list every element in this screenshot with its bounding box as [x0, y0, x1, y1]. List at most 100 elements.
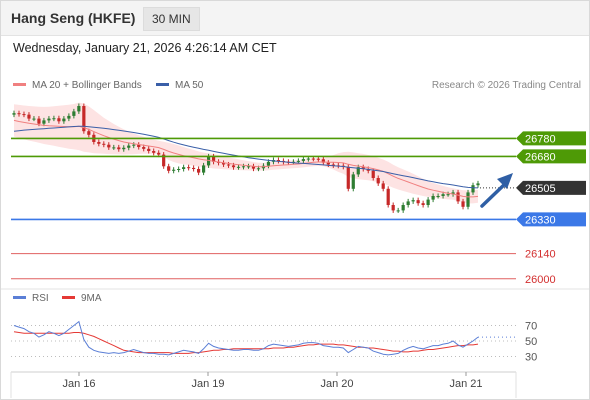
candle-body	[401, 205, 405, 211]
legend-ma50: MA 50	[156, 80, 203, 91]
candle-body	[386, 188, 390, 205]
candle-body	[326, 162, 330, 165]
x-tick-label: Jan 16	[62, 378, 95, 390]
candle-body	[177, 169, 181, 170]
candle-body	[32, 118, 36, 120]
candle-body	[117, 147, 121, 150]
candles-group	[12, 103, 480, 213]
candle-body	[426, 199, 430, 205]
candle-body	[87, 131, 91, 135]
header-bar	[1, 1, 589, 36]
target-label: 26000	[525, 274, 556, 286]
candle-body	[361, 167, 365, 169]
candle-body	[107, 144, 111, 148]
candle-body	[147, 148, 151, 151]
candle-body	[172, 169, 176, 171]
candle-body	[157, 152, 161, 155]
copyright-text: Research © 2026 Trading Central	[431, 80, 581, 91]
candle-body	[57, 118, 61, 122]
candle-body	[296, 160, 300, 162]
candle-body	[471, 185, 475, 193]
ma20-line	[13, 119, 479, 198]
resistance-label: 26680	[525, 151, 556, 163]
x-tick-label: Jan 21	[449, 378, 482, 390]
candle-body	[97, 142, 101, 144]
candle-body	[201, 165, 206, 173]
candle-body	[371, 170, 375, 178]
candle-body	[276, 160, 281, 161]
instrument-title: Hang Seng (HKFE)	[11, 10, 136, 26]
candle-body	[187, 167, 191, 169]
candle-body	[142, 147, 146, 149]
timestamp: Wednesday, January 21, 2026 4:26:14 AM C…	[13, 41, 277, 55]
last-price-label: 26505	[525, 183, 556, 195]
candle-body	[82, 106, 86, 132]
candle-body	[226, 164, 231, 166]
candle-body	[22, 114, 26, 116]
candle-body	[466, 192, 470, 207]
support-label: 26330	[525, 214, 556, 226]
legend-swatch-rsi	[13, 295, 26, 299]
candle-body	[236, 166, 241, 168]
candle-body	[396, 210, 400, 212]
candle-body	[152, 151, 156, 153]
candle-body	[431, 196, 435, 200]
candle-body	[77, 106, 81, 112]
candle-body	[221, 162, 226, 165]
interval-badge[interactable]: 30 MIN	[143, 7, 200, 31]
candle-body	[421, 203, 425, 205]
legend-label-ma50: MA 50	[175, 80, 204, 91]
candle-body	[451, 192, 455, 195]
candle-body	[436, 196, 440, 197]
candle-body	[381, 183, 385, 189]
candle-body	[112, 147, 116, 149]
rsi-tick-label: 50	[525, 336, 537, 348]
candle-body	[162, 154, 166, 167]
rsi-tick-label: 30	[525, 352, 537, 364]
legend-swatch-ma20	[13, 82, 26, 86]
candle-body	[37, 118, 41, 124]
candle-body	[102, 143, 106, 145]
candle-body	[182, 167, 186, 169]
candle-body	[197, 169, 201, 173]
candle-body	[42, 120, 46, 124]
candle-body	[391, 205, 395, 211]
candle-body	[246, 166, 251, 168]
support-tag	[516, 212, 586, 227]
candle-body	[446, 194, 450, 196]
legend-label-rsi-ma: 9MA	[81, 293, 102, 304]
candle-body	[351, 174, 355, 189]
candle-body	[52, 118, 56, 120]
candle-body	[231, 165, 236, 168]
projection-arrow-head	[497, 173, 513, 189]
candle-body	[62, 118, 66, 122]
legend-rsi: RSI	[13, 293, 49, 304]
rsi-line	[13, 320, 479, 356]
candle-body	[67, 115, 71, 119]
last-price-tag	[516, 180, 586, 195]
resistance-label: 26780	[525, 133, 556, 145]
candle-body	[456, 192, 460, 202]
candle-body	[306, 158, 310, 160]
candle-body	[27, 114, 31, 119]
candle-body	[316, 158, 320, 160]
candle-body	[256, 168, 261, 170]
target-label: 26140	[525, 249, 556, 261]
projection-arrow-line	[480, 180, 509, 208]
candle-body	[406, 201, 410, 205]
rsi-tick-label: 70	[525, 321, 537, 333]
ma50-line	[13, 125, 479, 189]
legend-label-ma20: MA 20 + Bollinger Bands	[32, 80, 142, 91]
candle-body	[122, 147, 126, 150]
candle-body	[376, 178, 380, 184]
candle-body	[12, 113, 16, 115]
candle-body	[416, 200, 420, 204]
candle-body	[192, 167, 196, 169]
candle-body	[17, 113, 21, 115]
rsi-ma-line	[13, 331, 479, 354]
x-tick-label: Jan 19	[191, 378, 224, 390]
candle-body	[72, 111, 76, 116]
candle-body	[301, 159, 305, 161]
candle-body	[331, 164, 335, 166]
